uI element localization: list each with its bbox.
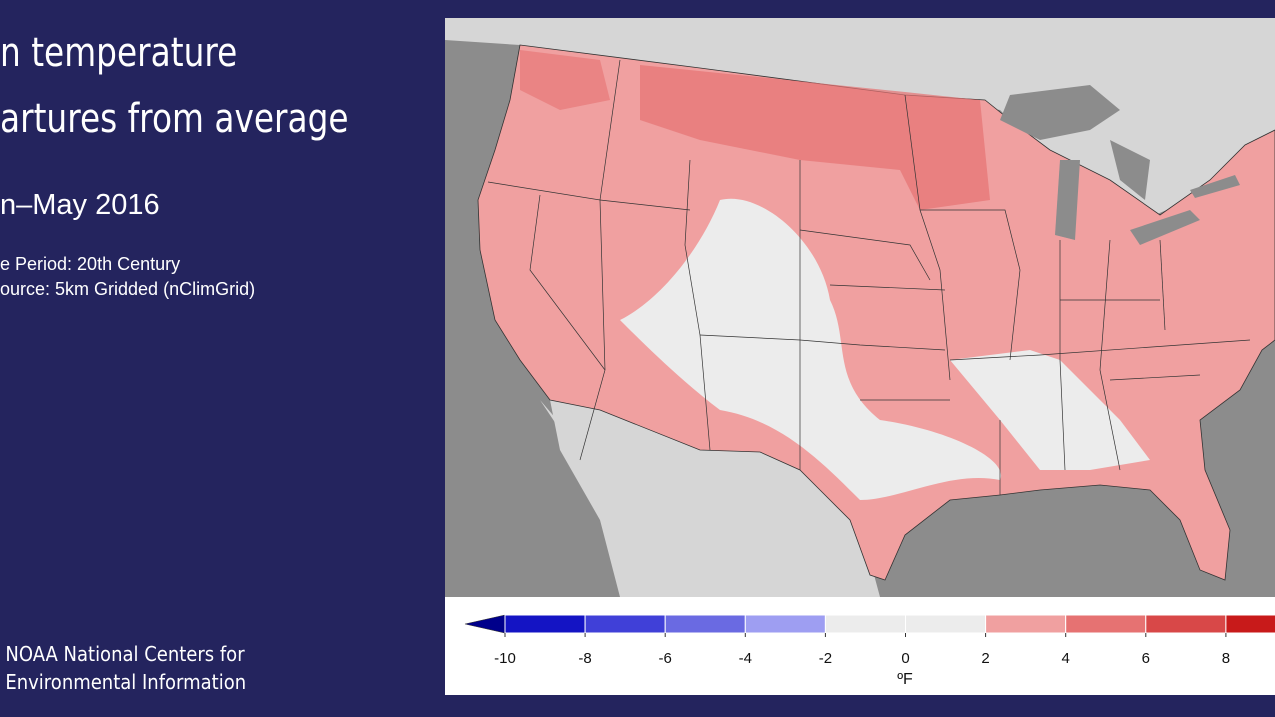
state-borders <box>487 59 1251 495</box>
legend-bin <box>504 614 586 634</box>
legend-bin <box>584 614 666 634</box>
tick-label: 4 <box>1062 650 1070 667</box>
tick-label: -4 <box>739 650 752 667</box>
near-normal-region <box>620 198 1002 501</box>
title-line: n temperature <box>0 29 237 76</box>
lake-erie <box>1130 210 1200 245</box>
tick-label: 0 <box>901 650 909 667</box>
tick-label: 2 <box>981 650 989 667</box>
legend-bin <box>1065 614 1147 634</box>
legend-bin <box>664 614 746 634</box>
credit: Environmental Information <box>5 671 246 694</box>
legend-bin <box>744 614 826 634</box>
note: e Period: 20th Century <box>0 254 180 274</box>
baja <box>540 400 610 540</box>
lake-huron <box>1110 140 1150 200</box>
legend-bin <box>905 614 987 634</box>
tick-label: 8 <box>1222 650 1230 667</box>
tick-label: -10 <box>494 650 516 667</box>
lake-michigan <box>1055 160 1080 240</box>
date: n–May 2016 <box>0 189 160 221</box>
tick-label: -8 <box>578 650 591 667</box>
map <box>445 18 1275 597</box>
tick-label: 6 <box>1142 650 1150 667</box>
lake-ontario <box>1190 175 1240 198</box>
near-normal-region <box>950 350 1150 470</box>
warm-region <box>520 50 610 110</box>
legend-bin <box>1225 614 1275 634</box>
credit: NOAA National Centers for <box>5 643 244 666</box>
lake-superior <box>1000 85 1120 140</box>
mexico <box>550 400 880 597</box>
tick-label: -6 <box>659 650 672 667</box>
warm-region <box>640 65 990 210</box>
tick-label: -2 <box>819 650 832 667</box>
legend-unit: ºF <box>897 671 913 688</box>
note: ource: 5km Gridded (nClimGrid) <box>0 279 255 299</box>
legend-bin <box>985 614 1067 634</box>
legend: ºF -10 -8 -6 -4 -2 0 2 4 6 8 <box>445 597 1275 695</box>
legend-bin <box>1145 614 1227 634</box>
legend-panel <box>445 597 1275 695</box>
title-line: artures from average <box>0 95 349 142</box>
legend-bin <box>824 614 907 634</box>
